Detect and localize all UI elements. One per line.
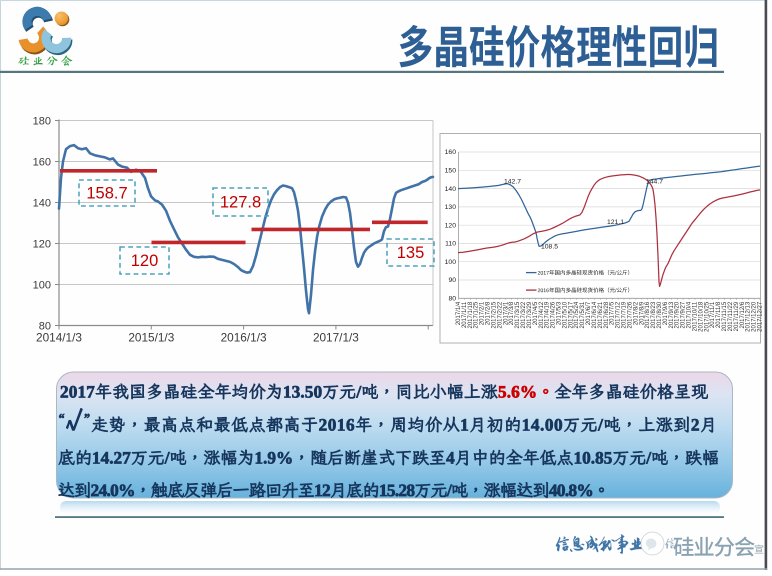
svg-text:180: 180 <box>33 115 51 127</box>
svg-text:2017/5/10: 2017/5/10 <box>562 301 568 328</box>
svg-text:2017/3/1: 2017/3/1 <box>503 301 509 325</box>
svg-text:2017/5/24: 2017/5/24 <box>574 301 580 328</box>
svg-text:2017/8/9: 2017/8/9 <box>639 301 645 325</box>
svg-text:2017/12/6: 2017/12/6 <box>740 301 746 328</box>
svg-text:2017/6/7: 2017/6/7 <box>586 301 592 325</box>
svg-text:2017/11/1: 2017/11/1 <box>710 301 716 328</box>
svg-text:2017/12/13: 2017/12/13 <box>746 301 752 332</box>
svg-text:2017/4/19: 2017/4/19 <box>545 301 551 328</box>
svg-text:2017/8/2: 2017/8/2 <box>633 301 639 325</box>
svg-text:2017/1/11: 2017/1/11 <box>462 301 468 328</box>
svg-text:127.8: 127.8 <box>220 194 261 212</box>
svg-text:2017/7/12: 2017/7/12 <box>616 301 622 328</box>
svg-text:2017/7/26: 2017/7/26 <box>627 301 633 328</box>
svg-text:2017/9/6: 2017/9/6 <box>663 301 669 325</box>
svg-text:2017/2/15: 2017/2/15 <box>492 301 498 328</box>
svg-text:120: 120 <box>131 252 159 270</box>
svg-text:140: 140 <box>445 186 457 193</box>
svg-text:150: 150 <box>445 168 457 175</box>
svg-text:142.7: 142.7 <box>504 179 521 186</box>
svg-text:2017/10/18: 2017/10/18 <box>698 301 704 332</box>
svg-text:140: 140 <box>33 197 51 209</box>
svg-text:2017/9/13: 2017/9/13 <box>669 301 675 328</box>
svg-text:144.7: 144.7 <box>646 179 663 186</box>
svg-text:2017/4/26: 2017/4/26 <box>551 301 557 328</box>
svg-text:80: 80 <box>448 296 456 303</box>
svg-text:2017/5/3: 2017/5/3 <box>557 301 563 325</box>
svg-text:2017/12/27: 2017/12/27 <box>758 301 764 332</box>
svg-text:2017/11/8: 2017/11/8 <box>716 301 722 328</box>
svg-text:135: 135 <box>397 244 425 262</box>
svg-text:90: 90 <box>448 277 456 284</box>
svg-text:160: 160 <box>445 149 457 156</box>
svg-text:2017/1/4: 2017/1/4 <box>456 301 462 325</box>
svg-text:120: 120 <box>445 222 457 229</box>
svg-text:2017/3/8: 2017/3/8 <box>509 301 515 325</box>
svg-text:2017/3/22: 2017/3/22 <box>521 301 527 328</box>
svg-text:100: 100 <box>445 259 457 266</box>
svg-text:2017/6/21: 2017/6/21 <box>598 301 604 328</box>
svg-text:160: 160 <box>33 156 51 168</box>
svg-text:2017/6/14: 2017/6/14 <box>592 301 598 328</box>
svg-text:2017/3/15: 2017/3/15 <box>515 301 521 328</box>
svg-text:120: 120 <box>33 238 51 250</box>
svg-text:2017/8/30: 2017/8/30 <box>657 301 663 328</box>
svg-text:2017/2/22: 2017/2/22 <box>497 301 503 328</box>
svg-text:108.5: 108.5 <box>541 244 558 251</box>
svg-text:2017/9/27: 2017/9/27 <box>681 301 687 328</box>
svg-text:2017/5/31: 2017/5/31 <box>580 301 586 328</box>
svg-text:2017/12/20: 2017/12/20 <box>752 301 758 332</box>
svg-text:2017/2/1: 2017/2/1 <box>480 301 486 325</box>
svg-text:2017/11/15: 2017/11/15 <box>722 301 728 331</box>
svg-text:2017/8/16: 2017/8/16 <box>645 301 651 328</box>
svg-text:110: 110 <box>445 241 456 248</box>
svg-text:2017/8/23: 2017/8/23 <box>651 301 657 328</box>
svg-text:2017/1/18: 2017/1/18 <box>468 301 474 328</box>
svg-text:2014/1/3: 2014/1/3 <box>36 331 82 345</box>
svg-text:2017/10/11: 2017/10/11 <box>693 301 699 331</box>
svg-text:100: 100 <box>33 279 51 291</box>
svg-text:2017/10/25: 2017/10/25 <box>704 301 710 332</box>
svg-text:2017/9/20: 2017/9/20 <box>675 301 681 328</box>
svg-text:2017/7/5: 2017/7/5 <box>610 301 616 325</box>
svg-text:2017/10/4: 2017/10/4 <box>687 301 693 328</box>
svg-text:2016/1/3: 2016/1/3 <box>221 331 267 345</box>
svg-text:2017/7/19: 2017/7/19 <box>622 301 628 328</box>
svg-text:2017/1/25: 2017/1/25 <box>474 301 480 328</box>
svg-text:158.7: 158.7 <box>86 185 127 203</box>
svg-text:80: 80 <box>39 320 51 332</box>
svg-text:2017/4/12: 2017/4/12 <box>539 301 545 328</box>
svg-text:2017/4/5: 2017/4/5 <box>533 301 539 325</box>
svg-text:2017/3/29: 2017/3/29 <box>527 301 533 328</box>
svg-text:130: 130 <box>445 204 457 211</box>
svg-text:2017/2/8: 2017/2/8 <box>486 301 492 325</box>
svg-text:2017/11/22: 2017/11/22 <box>728 301 734 331</box>
svg-text:121.1: 121.1 <box>607 219 624 226</box>
svg-text:2015/1/3: 2015/1/3 <box>128 331 174 345</box>
svg-text:2017/5/17: 2017/5/17 <box>568 301 574 328</box>
svg-text:2017/6/28: 2017/6/28 <box>604 301 610 328</box>
svg-text:2017/11/29: 2017/11/29 <box>734 301 740 331</box>
svg-text:2017/1/3: 2017/1/3 <box>313 331 359 345</box>
